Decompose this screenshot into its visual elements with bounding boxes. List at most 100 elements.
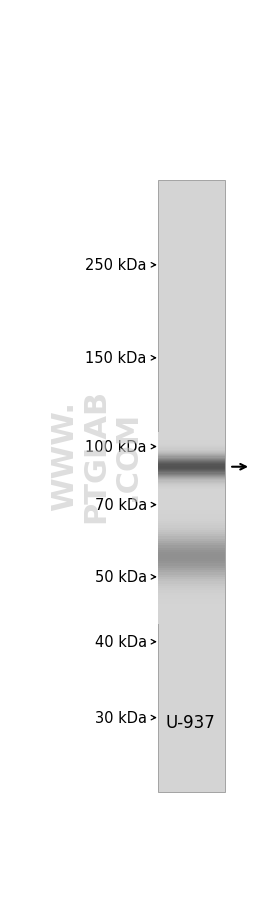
Bar xyxy=(158,474,225,475)
Bar xyxy=(158,446,225,447)
Bar xyxy=(158,498,225,499)
Bar xyxy=(158,445,225,446)
Bar xyxy=(158,553,225,555)
Bar xyxy=(158,557,225,559)
Bar xyxy=(158,490,225,492)
Bar xyxy=(158,475,225,476)
Bar xyxy=(158,469,225,471)
Bar xyxy=(158,492,225,494)
Bar xyxy=(158,541,225,544)
Bar xyxy=(158,537,225,539)
Bar xyxy=(158,462,225,463)
Bar xyxy=(158,499,225,501)
Bar xyxy=(158,501,225,502)
Bar xyxy=(158,503,225,505)
Bar xyxy=(158,485,225,486)
Bar xyxy=(158,467,225,468)
Bar xyxy=(158,575,225,577)
Bar xyxy=(158,508,225,510)
Bar xyxy=(158,526,225,528)
Bar xyxy=(158,441,225,442)
Bar xyxy=(158,562,225,564)
Bar xyxy=(158,434,225,436)
Bar xyxy=(158,437,225,438)
Bar xyxy=(158,486,225,488)
Bar xyxy=(158,600,225,602)
Bar xyxy=(158,517,225,519)
Bar xyxy=(158,466,225,467)
Bar xyxy=(158,472,225,473)
Bar xyxy=(158,514,225,517)
Bar xyxy=(158,597,225,600)
Bar xyxy=(158,499,225,501)
Bar xyxy=(158,595,225,597)
Bar xyxy=(158,488,225,489)
Bar xyxy=(158,496,225,497)
Bar xyxy=(158,618,225,620)
Bar xyxy=(158,436,225,437)
Bar xyxy=(158,460,225,462)
Text: U-937: U-937 xyxy=(166,713,216,732)
Bar xyxy=(158,573,225,575)
Bar xyxy=(158,492,225,493)
Bar xyxy=(158,611,225,613)
Bar xyxy=(158,449,225,450)
Text: 100 kDa: 100 kDa xyxy=(85,439,147,455)
Bar xyxy=(158,523,225,526)
Bar xyxy=(158,471,225,472)
Bar xyxy=(158,479,225,480)
Bar xyxy=(158,519,225,521)
Bar xyxy=(158,588,225,591)
Text: 150 kDa: 150 kDa xyxy=(85,351,147,366)
Bar xyxy=(158,505,225,508)
Bar xyxy=(158,456,225,457)
Bar xyxy=(158,468,225,469)
Text: 250 kDa: 250 kDa xyxy=(85,258,147,273)
Bar xyxy=(158,455,225,456)
Bar xyxy=(158,464,225,465)
Bar xyxy=(158,489,225,490)
Bar xyxy=(158,530,225,532)
Text: WWW.
PTGLAB
.COM: WWW. PTGLAB .COM xyxy=(50,389,142,522)
Bar xyxy=(158,482,225,483)
Bar xyxy=(158,544,225,546)
Bar xyxy=(158,443,225,445)
Bar xyxy=(158,483,225,484)
Bar xyxy=(158,528,225,530)
Bar xyxy=(158,584,225,586)
Bar xyxy=(158,582,225,584)
Bar xyxy=(158,566,225,568)
Bar xyxy=(158,497,225,498)
Bar xyxy=(158,615,225,618)
Bar xyxy=(158,501,225,503)
Bar xyxy=(158,447,225,449)
Bar xyxy=(158,465,225,466)
Bar xyxy=(158,521,225,523)
Bar xyxy=(158,555,225,557)
Bar xyxy=(158,473,225,474)
Bar xyxy=(158,591,225,593)
Bar xyxy=(158,442,225,443)
Bar xyxy=(158,458,225,459)
Bar xyxy=(158,181,225,792)
Bar xyxy=(158,480,225,481)
Text: 70 kDa: 70 kDa xyxy=(95,498,147,512)
Bar xyxy=(158,606,225,609)
Bar xyxy=(158,450,225,451)
Text: 50 kDa: 50 kDa xyxy=(95,570,147,584)
Bar xyxy=(158,512,225,514)
Bar xyxy=(158,463,225,464)
Bar xyxy=(158,457,225,458)
Bar xyxy=(158,451,225,453)
Bar xyxy=(158,440,225,441)
Bar xyxy=(158,433,225,434)
Bar xyxy=(158,559,225,562)
Bar xyxy=(158,459,225,460)
Bar xyxy=(158,490,225,492)
Bar xyxy=(158,613,225,615)
Bar xyxy=(158,620,225,622)
Bar xyxy=(158,577,225,579)
Bar xyxy=(158,570,225,573)
Bar xyxy=(158,586,225,588)
Bar xyxy=(158,493,225,494)
